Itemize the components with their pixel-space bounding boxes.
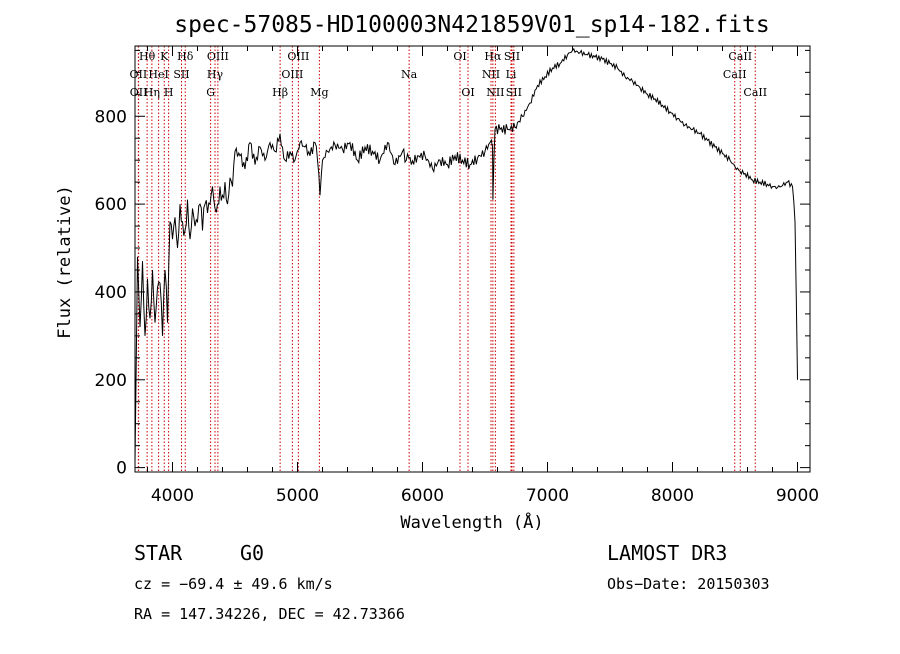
spectral-line-label: SII [173,68,189,81]
spectral-line-label: Hη [144,86,160,99]
spectral-line-labels: Hθ OII OII K HeI Hη Hδ SII H OIII Hγ G Hβ OIII OIII Mg N… [130,50,768,99]
spectral-line-label: Hθ [139,50,156,63]
y-tick-label: 600 [95,195,127,215]
spectral-line-label: SII [506,86,522,99]
spectral-line-label: CaII [723,68,747,81]
x-tick-label: 7000 [526,486,569,506]
redshift-velocity: cz = −69.4 ± 49.6 km/s [134,575,333,593]
y-tick-label: 200 [95,371,127,391]
plot-frame [134,45,811,473]
spectral-line-label: Hγ [207,68,224,81]
spectral-line-markers [137,46,756,472]
spectral-line-label: OIII [281,68,303,81]
spectral-line-label: Hδ [177,50,194,63]
x-tick-label: 4000 [151,486,194,506]
x-axis-title: Wavelength (Å) [400,511,543,533]
y-tick-label: 0 [116,459,127,479]
x-tick-label: 6000 [401,486,444,506]
spectral-line-label: NII [486,86,504,99]
spectral-line-label: OII [130,86,148,99]
x-tick-label: 9000 [776,486,819,506]
spectral-line-label: CaII [743,86,767,99]
spectral-line-label: K [160,50,169,63]
flux-series-line [134,47,798,464]
spectral-line-label: SII [504,50,520,63]
object-class: STAR [134,541,183,565]
spectral-line-label: NII [482,68,500,81]
spectral-line-label: OI [453,50,466,63]
spectral-line-label: Na [401,68,418,81]
spectral-line-label: G [206,86,215,99]
spectral-line-label: H [164,86,174,99]
survey-name: LAMOST DR3 [607,541,727,565]
y-axis-title: Flux (relative) [55,185,75,339]
x-tick-label: 8000 [651,486,694,506]
x-tick-label: 5000 [276,486,319,506]
spectral-line-label: OII [130,68,148,81]
object-subclass: G0 [240,541,264,565]
spectral-line-label: Hβ [272,86,288,99]
spectral-line-label: HeI [148,68,168,81]
spectral-line-label: CaII [728,50,752,63]
x-axis-ticks: 4000 5000 6000 7000 8000 9000 [147,46,819,506]
spectral-line-label: Li [506,68,517,81]
spectral-line-label: Hα [484,50,502,63]
coordinates: RA = 147.34226, DEC = 42.73366 [134,605,405,623]
spectral-line-label: OI [461,86,474,99]
y-tick-label: 400 [95,283,127,303]
spectral-line-label: OIII [287,50,309,63]
spectral-line-label: Mg [310,86,328,99]
y-axis-ticks: 0 200 400 600 800 [95,49,810,479]
chart-title: spec-57085-HD100003N421859V01_sp14-182.f… [174,12,769,38]
observation-date: Obs−Date: 20150303 [607,575,770,593]
y-tick-label: 800 [95,107,127,127]
spectral-line-label: OIII [207,50,229,63]
